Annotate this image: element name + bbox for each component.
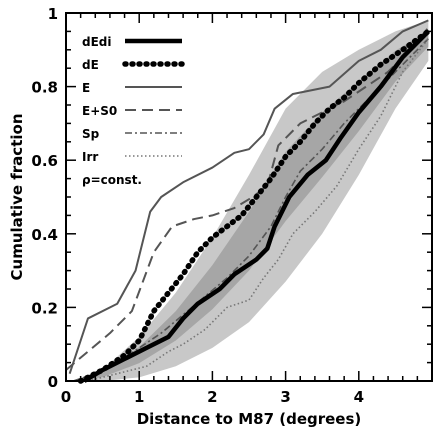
series-line-irr <box>87 38 429 382</box>
legend-label-irr: Irr <box>82 150 98 164</box>
y-tick-label: 0.4 <box>31 226 58 244</box>
x-tick-label: 3 <box>280 388 290 406</box>
legend-label-sp: Sp <box>82 127 100 141</box>
series-line-e-s0 <box>65 27 430 371</box>
x-tick-label: 1 <box>134 388 144 406</box>
y-tick-label: 0.8 <box>31 79 58 97</box>
series-line-e <box>68 19 429 374</box>
series-line-sp <box>73 38 429 382</box>
series-line-dedi <box>83 29 430 383</box>
rho-const-band-core <box>73 30 429 381</box>
series-layer <box>65 19 432 384</box>
legend-label-e: E <box>82 81 90 95</box>
legend-label-rho-const: ρ=const. <box>82 173 142 187</box>
series-line-de <box>77 28 432 384</box>
x-axis-title: Distance to M87 (degrees) <box>137 410 362 428</box>
legend: dEdi dE E E+S0 Sp Irr ρ=const. <box>82 35 185 187</box>
tick-labels-layer: 0 1 2 3 4 0 0.2 0.4 0.6 0.8 1 <box>31 5 364 406</box>
legend-label-e-s0: E+S0 <box>82 104 117 118</box>
x-tick-label: 0 <box>61 388 71 406</box>
y-tick-label: 0.6 <box>31 152 58 170</box>
x-tick-label: 2 <box>207 388 217 406</box>
y-tick-label: 0 <box>48 373 58 391</box>
y-tick-label: 1 <box>48 5 58 23</box>
ticks-layer <box>65 12 433 382</box>
legend-label-dedi: dEdi <box>82 35 112 49</box>
y-tick-label: 0.2 <box>31 299 58 317</box>
y-axis-title: Cumulative fraction <box>8 114 26 281</box>
legend-label-de: dE <box>82 58 99 72</box>
x-tick-label: 4 <box>354 388 364 406</box>
